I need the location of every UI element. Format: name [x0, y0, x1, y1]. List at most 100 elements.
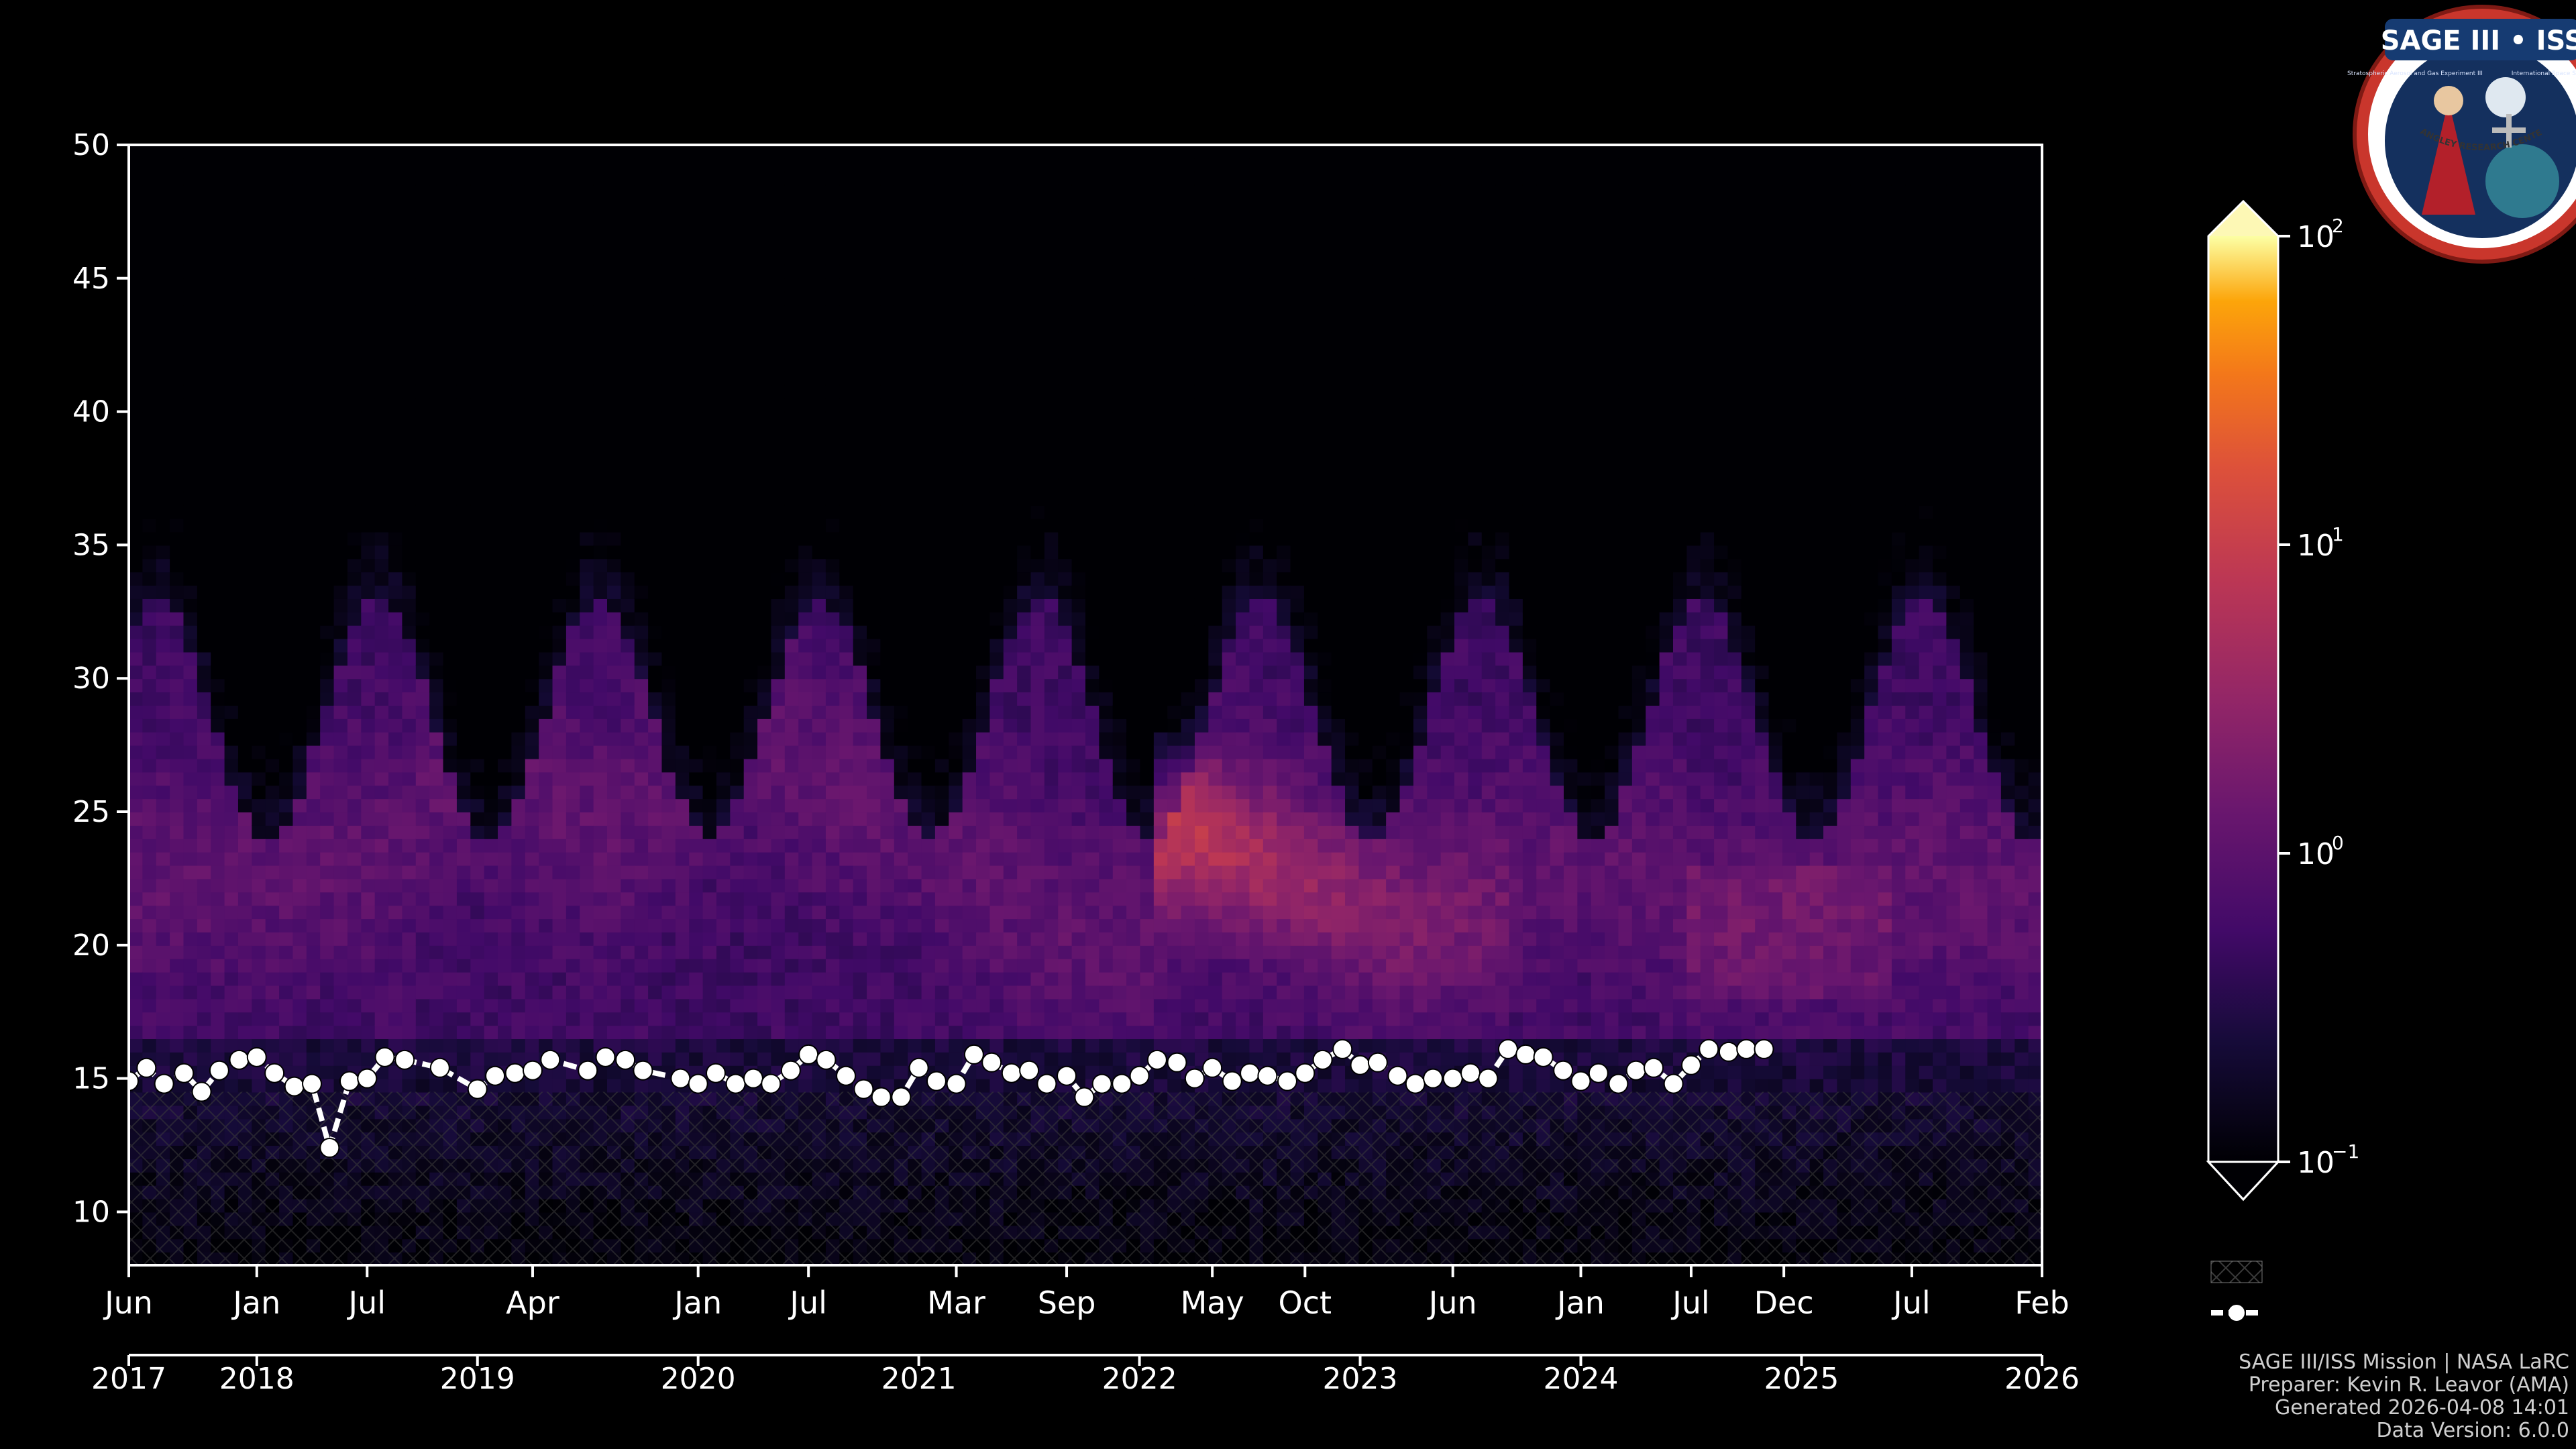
heatmap-cell	[511, 518, 526, 533]
heatmap-cell	[675, 278, 690, 292]
heatmap-cell	[224, 718, 239, 733]
heatmap-cell	[470, 438, 485, 453]
heatmap-cell	[894, 425, 909, 439]
heatmap-cell	[443, 198, 458, 213]
heatmap-cell	[279, 438, 294, 453]
heatmap-cell	[252, 238, 266, 253]
heatmap-cell	[880, 918, 895, 932]
heatmap-cell	[156, 1025, 171, 1040]
heatmap-cell	[580, 411, 594, 426]
heatmap-cell	[252, 812, 266, 826]
heatmap-cell	[511, 585, 526, 599]
heatmap-cell	[347, 1025, 362, 1040]
heatmap-cell	[470, 558, 485, 573]
heatmap-cell	[170, 785, 184, 800]
heatmap-cell	[702, 945, 717, 959]
heatmap-cell	[580, 278, 594, 292]
heatmap-cell	[498, 291, 513, 306]
heatmap-cell	[265, 598, 280, 612]
heatmap-cell	[730, 1012, 745, 1026]
heatmap-cell	[170, 504, 184, 519]
heatmap-cell	[730, 318, 745, 333]
heatmap-cell	[539, 145, 553, 159]
heatmap-cell	[197, 731, 212, 746]
heatmap-cell	[361, 252, 376, 266]
heatmap-cell	[320, 1012, 335, 1026]
heatmap-cell	[265, 305, 280, 319]
heatmap-cell	[593, 184, 608, 199]
heatmap-cell	[757, 892, 772, 906]
heatmap-cell	[415, 331, 431, 346]
heatmap-cell	[142, 171, 157, 186]
heatmap-cell	[402, 758, 417, 773]
heatmap-cell	[374, 651, 390, 666]
heatmap-cell	[757, 384, 772, 399]
heatmap-cell	[320, 745, 335, 759]
heatmap-cell	[621, 171, 635, 186]
heatmap-cell	[374, 798, 390, 813]
heatmap-cell	[170, 331, 184, 346]
heatmap-cell	[702, 705, 717, 719]
heatmap-cell	[292, 892, 307, 906]
heatmap-cell	[388, 358, 403, 372]
heatmap-cell	[443, 705, 458, 719]
heatmap-cell	[279, 558, 294, 573]
heatmap-cell	[170, 824, 184, 839]
heatmap-cell	[498, 785, 513, 800]
heatmap-cell	[224, 264, 239, 279]
heatmap-cell	[498, 305, 513, 319]
heatmap-cell	[429, 745, 444, 759]
heatmap-cell	[498, 611, 513, 626]
heatmap-cell	[292, 411, 307, 426]
heatmap-cell	[771, 851, 786, 866]
heatmap-cell	[675, 264, 690, 279]
heatmap-cell	[361, 558, 376, 573]
heatmap-cell	[894, 771, 909, 786]
heatmap-cell	[743, 812, 759, 826]
heatmap-cell	[675, 158, 690, 172]
heatmap-cell	[539, 878, 553, 893]
heatmap-cell	[470, 931, 485, 946]
heatmap-cell	[224, 878, 239, 893]
heatmap-cell	[142, 971, 157, 986]
heatmap-cell	[812, 945, 826, 959]
heatmap-cell	[197, 1012, 212, 1026]
heatmap-cell	[511, 665, 526, 680]
heatmap-cell	[784, 305, 800, 319]
heatmap-cell	[812, 518, 826, 533]
heatmap-cell	[839, 638, 854, 653]
heatmap-cell	[498, 625, 513, 639]
heatmap-cell	[456, 945, 472, 959]
heatmap-cell	[511, 812, 526, 826]
heatmap-cell	[197, 585, 212, 599]
heatmap-cell	[839, 838, 854, 853]
heatmap-cell	[908, 264, 922, 279]
heatmap-cell	[593, 331, 608, 346]
heatmap-cell	[853, 905, 868, 920]
heatmap-cell	[443, 478, 458, 492]
heatmap-cell	[539, 345, 553, 360]
heatmap-cell	[908, 985, 922, 1000]
heatmap-cell	[812, 371, 826, 386]
heatmap-cell	[211, 824, 225, 839]
heatmap-cell	[333, 931, 348, 946]
heatmap-cell	[894, 531, 909, 546]
heatmap-cell	[361, 465, 376, 480]
heatmap-cell	[361, 705, 376, 719]
heatmap-cell	[880, 678, 895, 693]
heatmap-cell	[374, 518, 390, 533]
heatmap-cell	[825, 331, 841, 346]
heatmap-cell	[853, 812, 868, 826]
heatmap-cell	[320, 851, 335, 866]
heatmap-cell	[908, 865, 922, 879]
heatmap-cell	[456, 798, 472, 813]
heatmap-cell	[812, 491, 826, 506]
heatmap-cell	[252, 252, 266, 266]
heatmap-cell	[265, 438, 280, 453]
heatmap-cell	[743, 718, 759, 733]
heatmap-cell	[580, 425, 594, 439]
heatmap-cell	[539, 331, 553, 346]
heatmap-cell	[867, 1038, 881, 1053]
heatmap-cell	[279, 905, 294, 920]
heatmap-cell	[621, 572, 635, 586]
